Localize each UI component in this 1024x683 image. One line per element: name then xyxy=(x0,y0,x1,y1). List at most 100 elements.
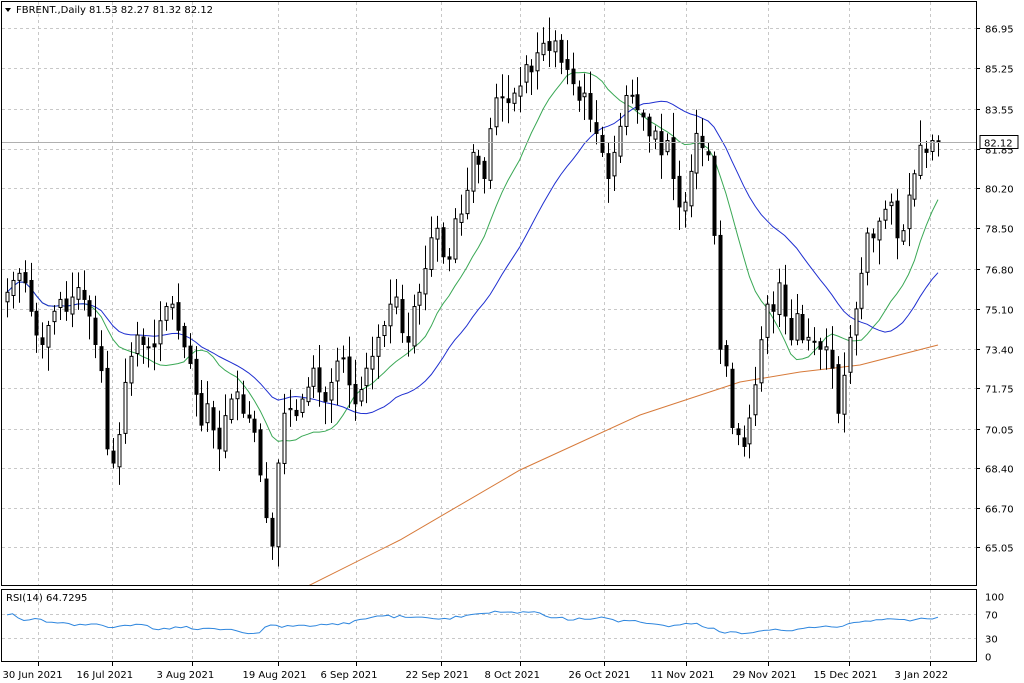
candle-bear xyxy=(406,336,411,343)
time-tick-label: 15 Dec 2021 xyxy=(814,670,878,681)
candle-bull xyxy=(394,296,399,308)
candle-bull xyxy=(689,170,694,207)
candle-bear xyxy=(671,137,676,179)
dropdown-triangle-icon[interactable] xyxy=(5,8,11,12)
candle-bear xyxy=(353,383,358,405)
candle-bull xyxy=(901,230,906,242)
candle-bear xyxy=(659,131,664,156)
candle-bull xyxy=(158,320,163,345)
candle-bear xyxy=(400,299,405,334)
candle-bear xyxy=(211,407,216,431)
candle-bull xyxy=(129,355,134,384)
candle-bear xyxy=(800,314,805,341)
candle-bull xyxy=(753,384,758,416)
candle-bear xyxy=(606,153,611,179)
price-tick-label: 76.80 xyxy=(985,266,1014,277)
ma-fast-line xyxy=(6,71,939,442)
candle-bear xyxy=(565,59,570,70)
price-tick-label: 66.70 xyxy=(985,505,1014,516)
candle-bull xyxy=(429,237,434,270)
candle-bull xyxy=(918,144,923,176)
candle-bear xyxy=(40,337,45,345)
candle-bull xyxy=(146,346,151,349)
candle-bear xyxy=(506,98,511,104)
candle-bear xyxy=(476,155,481,165)
candle-bear xyxy=(99,346,104,372)
price-tick-label: 68.40 xyxy=(985,465,1014,476)
candle-bull xyxy=(52,310,57,323)
candle-bull xyxy=(311,367,316,387)
candle-bear xyxy=(818,341,823,350)
price-tick-label: 65.05 xyxy=(985,544,1014,555)
rsi-line xyxy=(6,610,939,635)
rsi-tick-label: 100 xyxy=(985,593,1004,604)
time-tick-label: 29 Nov 2021 xyxy=(733,670,797,681)
rsi-tick-label: 0 xyxy=(985,653,991,664)
candle-bear xyxy=(718,234,723,350)
candle-bull xyxy=(235,391,240,400)
candle-bear xyxy=(447,256,452,260)
candle-bear xyxy=(105,367,110,450)
candle-bull xyxy=(694,132,699,174)
candle-bear xyxy=(559,39,564,63)
candle-bull xyxy=(76,287,81,300)
candle-bull xyxy=(865,232,870,273)
candle-bear xyxy=(323,392,328,402)
candle-bear xyxy=(871,233,876,239)
candle-bull xyxy=(877,220,882,241)
candle-bull xyxy=(306,386,311,403)
candle-bull xyxy=(465,189,470,215)
candle-bull xyxy=(488,128,493,181)
candle-bear xyxy=(482,160,487,179)
candle-bear xyxy=(258,429,263,476)
candle-bear xyxy=(317,367,322,393)
rsi-label: RSI(14) 64.7295 xyxy=(6,593,87,604)
candle-bear xyxy=(571,68,576,85)
price-badge: 82.12 xyxy=(979,135,1019,150)
candle-bear xyxy=(736,428,741,436)
candle-bear xyxy=(270,517,275,547)
candle-bull xyxy=(170,303,175,309)
candle-bear xyxy=(771,304,776,312)
candle-bear xyxy=(836,364,841,414)
time-tick-label: 26 Oct 2021 xyxy=(569,670,631,681)
price-tick-label: 71.75 xyxy=(985,385,1014,396)
candle-bear xyxy=(641,112,646,118)
candle-bull xyxy=(683,201,688,212)
candle-bull xyxy=(518,85,523,97)
candle-bull xyxy=(512,92,517,104)
candle-bull xyxy=(535,52,540,72)
candle-bull xyxy=(618,125,623,157)
candle-bear xyxy=(182,325,187,348)
candle-bear xyxy=(264,478,269,519)
candle-bull xyxy=(665,140,670,153)
time-tick-label: 22 Sep 2021 xyxy=(406,670,469,681)
candle-bear xyxy=(347,356,352,386)
grid xyxy=(2,2,976,661)
candle-bull xyxy=(795,313,800,341)
candle-bull xyxy=(300,398,305,413)
candle-bear xyxy=(176,302,181,331)
candle-bear xyxy=(93,317,98,345)
candle-bull xyxy=(883,208,888,221)
time-axis: 30 Jun 2021 16 Jul 2021 3 Aug 2021 19 Aug 2… xyxy=(3,662,948,681)
candle-bull xyxy=(164,306,169,321)
candle-bull xyxy=(435,227,440,240)
price-badge-value: 82.12 xyxy=(984,139,1013,150)
candle-bull xyxy=(930,140,935,152)
price-axis: 86.95 85.25 83.55 81.85 80.20 78.50 76.80 75.10… xyxy=(976,25,1014,664)
price-tick-label: 75.10 xyxy=(985,306,1014,317)
time-tick-label: 3 Aug 2021 xyxy=(157,670,215,681)
candle-bear xyxy=(630,94,635,97)
rsi-panel xyxy=(1,589,977,662)
candle-bear xyxy=(87,300,92,317)
candle-bull xyxy=(370,355,375,370)
candle-bull xyxy=(524,64,529,83)
candle-bull xyxy=(70,296,75,315)
candle-bull xyxy=(471,151,476,192)
candle-bear xyxy=(194,358,199,395)
ohlc-label: 81.53 82.27 81.32 82.12 xyxy=(89,5,213,16)
candle-bear xyxy=(600,135,605,153)
candle-bull xyxy=(765,303,770,338)
candle-bull xyxy=(123,381,128,434)
